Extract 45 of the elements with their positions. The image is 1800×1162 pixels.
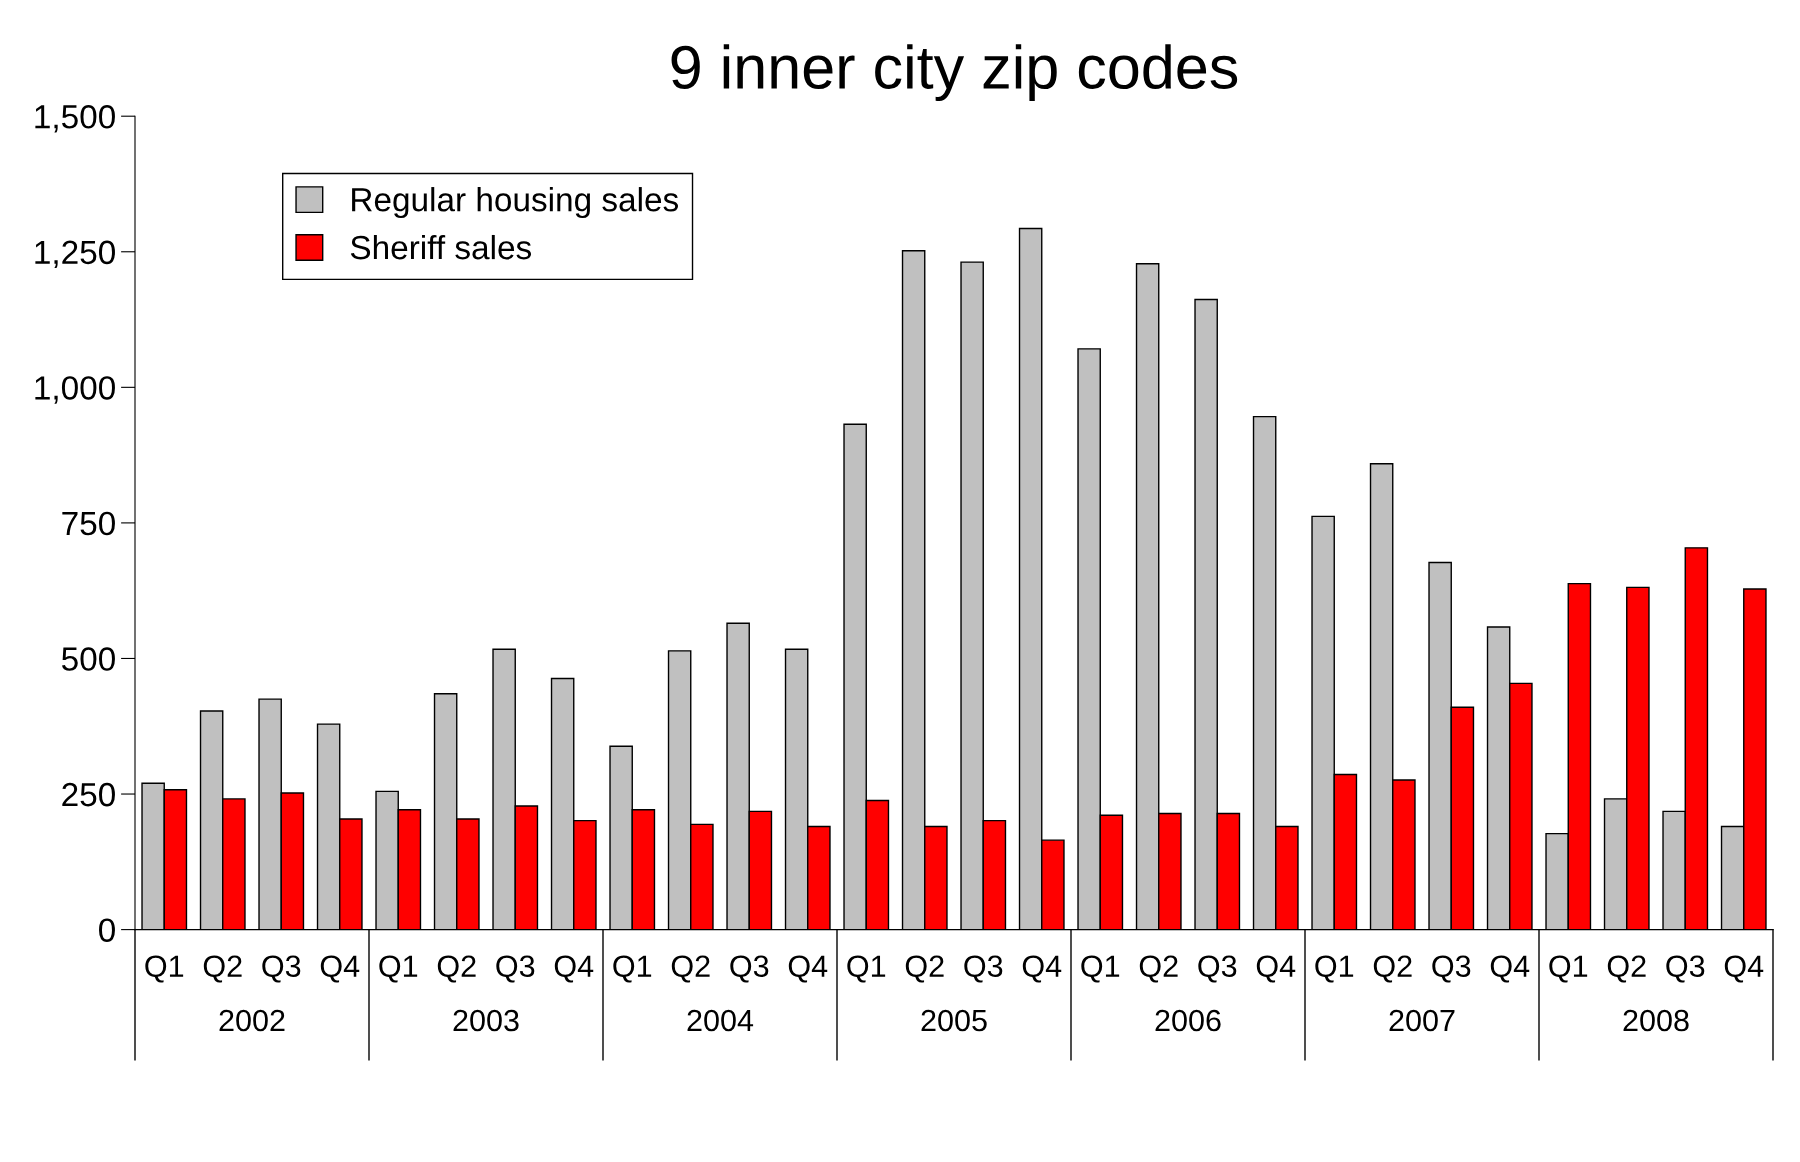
x-tick-label: Q2 bbox=[1139, 955, 1178, 983]
x-tick-label: Q1 bbox=[847, 955, 886, 983]
text: 2003 bbox=[453, 1009, 519, 1032]
x-tick-label: Q1 bbox=[1315, 955, 1354, 983]
x-tick-label: Q4 bbox=[1256, 955, 1296, 983]
text: 2005 bbox=[921, 1009, 987, 1032]
x-tick-label: Q3 bbox=[1198, 955, 1237, 983]
y-tick-label: 250 bbox=[62, 782, 115, 807]
x-tick-label: Q4 bbox=[1724, 955, 1764, 983]
x-tick-label: Q4 bbox=[1490, 955, 1530, 983]
x-tick-label: Q1 bbox=[145, 955, 184, 983]
legend-label: Regular housing sales bbox=[352, 187, 678, 219]
y-tick-label: 500 bbox=[61, 647, 115, 671]
x-tick-label: Q3 bbox=[1432, 955, 1471, 983]
x-tick-label: Q2 bbox=[905, 955, 944, 983]
x-tick-label: Q2 bbox=[437, 955, 476, 983]
x-tick-label: Q2 bbox=[1607, 955, 1646, 983]
y-tick-label: 1,500 bbox=[35, 105, 115, 133]
x-tick-label: Q2 bbox=[203, 955, 242, 983]
x-tick-label: Q4 bbox=[1022, 955, 1062, 983]
text: 2004 bbox=[687, 1009, 754, 1032]
x-tick-label: Q3 bbox=[1666, 955, 1705, 983]
x-tick-label: Q3 bbox=[964, 955, 1003, 983]
y-tick-label: 0 bbox=[99, 918, 115, 943]
text: 2007 bbox=[1389, 1009, 1455, 1032]
y-tick-label: 1,000 bbox=[35, 376, 115, 404]
x-tick-label: Q4 bbox=[320, 955, 360, 983]
x-tick-label: Q2 bbox=[1373, 955, 1412, 983]
x-tick-label: Q1 bbox=[379, 955, 418, 983]
x-tick-label: Q1 bbox=[1081, 955, 1120, 983]
text: 2002 bbox=[219, 1009, 285, 1032]
text: 2008 bbox=[1623, 1009, 1689, 1032]
x-tick-label: Q2 bbox=[671, 955, 710, 983]
legend-label: Sheriff sales bbox=[350, 234, 531, 260]
x-tick-label: Q3 bbox=[496, 955, 535, 983]
text: 2006 bbox=[1155, 1009, 1221, 1032]
x-tick-label: Q1 bbox=[613, 955, 652, 983]
x-tick-label: Q4 bbox=[788, 955, 828, 983]
x-tick-label: Q4 bbox=[554, 955, 594, 983]
chart-title: 9 inner city zip codes bbox=[671, 44, 1238, 102]
y-tick-label: 1,250 bbox=[35, 240, 115, 269]
x-tick-label: Q1 bbox=[1549, 955, 1588, 983]
x-tick-label: Q3 bbox=[730, 955, 769, 983]
y-tick-label: 750 bbox=[62, 511, 115, 536]
x-tick-label: Q3 bbox=[262, 955, 301, 983]
